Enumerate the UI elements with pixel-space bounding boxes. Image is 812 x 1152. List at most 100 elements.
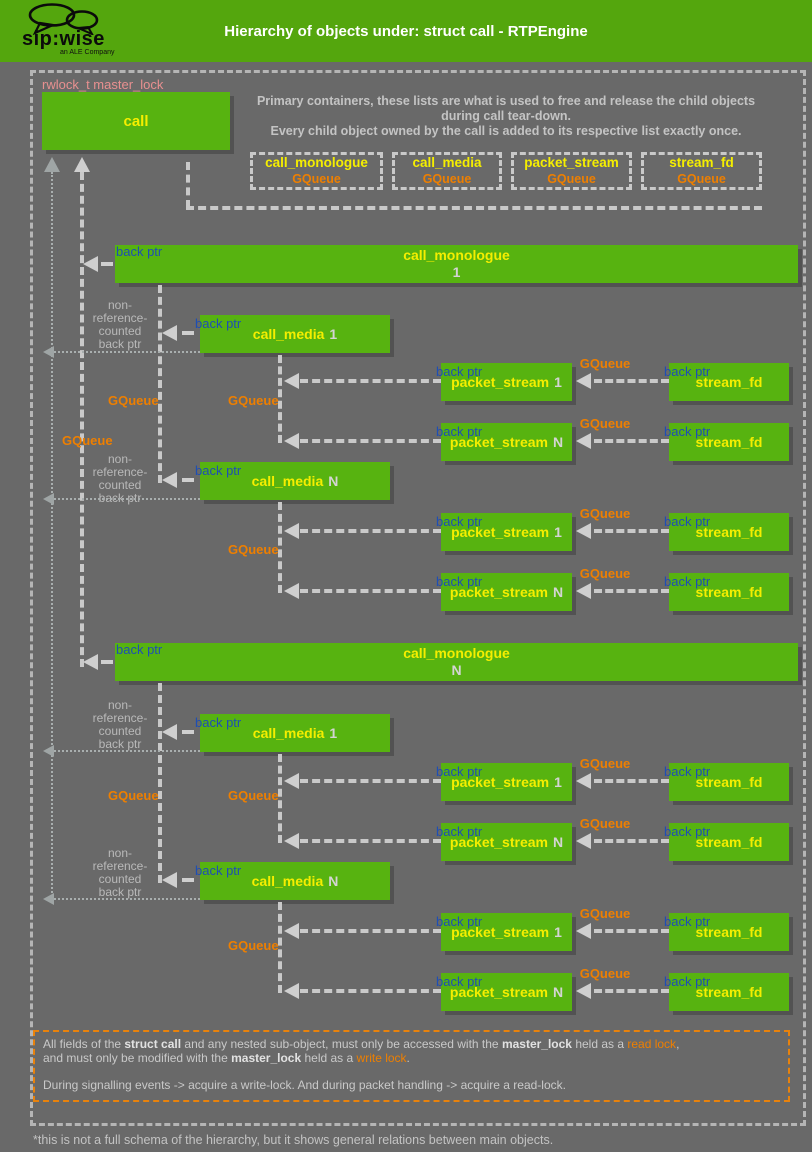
logo-brand: sip:wise [22,28,105,50]
gqueue-arrowhead [576,983,591,999]
read-lock-label: read lock [627,1037,677,1051]
back-ptr-line [300,839,441,843]
packet-stream-box: packet_stream N [441,423,572,461]
box-index: 1 [554,373,562,390]
box-title: stream_fd [695,773,763,790]
non-ref-up-arrowhead [44,157,60,172]
stream-fd-box: stream_fd [669,763,789,801]
gqueue-label: GQueue [62,433,113,448]
box-title: stream_fd [695,983,763,1000]
gqueue-label: GQueue [228,393,279,408]
non-ref-back-ptr-line [54,898,200,900]
non-ref-back-ptr-line [54,750,200,752]
call-monologue-n-box: call_monologue N [115,643,798,681]
stream-fd-box: stream_fd [669,913,789,951]
non-ref-back-ptr-label: non- reference- counted back ptr [92,452,148,505]
back-ptr-arrowhead [284,983,299,999]
box-title: call_monologue [403,645,510,661]
back-ptr-arrowhead [284,523,299,539]
call-media-box: call_media 1 [200,315,390,353]
logo-tagline: an ALE Company [60,49,115,56]
call-media-box: call_media N [200,462,390,500]
back-ptr-arrowhead [284,433,299,449]
box-index: N [451,662,462,678]
box-index: 1 [452,264,461,280]
gqueue-line [594,989,669,993]
box-title: call_media [251,472,324,489]
back-ptr-label: back ptr [664,424,711,439]
back-ptr-line [300,779,441,783]
call-media-box: call_media N [200,862,390,900]
container-type: GQueue [292,172,341,186]
back-ptr-label: back ptr [195,715,242,730]
monologues-gqueue-line [80,172,84,667]
sipwise-logo: sip:wise an ALE Company [10,2,130,60]
containers-connector-line [186,206,762,210]
box-title: stream_fd [695,833,763,850]
back-ptr-arrowhead [284,373,299,389]
box-title: call_media [252,724,325,741]
speech-bubbles-icon [28,3,99,35]
box-index: 1 [554,923,562,940]
gqueue-line [594,589,669,593]
non-ref-arrowhead [43,893,54,905]
box-index: N [328,872,339,889]
stream-fd-box: stream_fd [669,973,789,1011]
master-lock-label: rwlock_t master_lock [42,77,164,92]
gqueue-label: GQueue [579,416,631,431]
gqueue-line [594,529,669,533]
gqueue-label: GQueue [579,356,631,371]
box-index: 1 [554,523,562,540]
box-index: N [552,983,564,1000]
box-title: stream_fd [695,523,763,540]
streams-gqueue-line [278,502,282,593]
back-ptr-line [300,439,441,443]
box-title: packet_stream [451,923,550,940]
medias-gqueue-line [158,683,162,883]
streams-gqueue-line [278,902,282,993]
box-title: stream_fd [695,373,763,390]
container-box-call-monologue: call_monologue GQueue [250,152,383,190]
containers-connector-line [186,162,190,208]
back-ptr-dash [182,730,194,734]
header-bar: sip:wise an ALE Company Hierarchy of obj… [0,0,812,62]
back-ptr-label: back ptr [436,364,483,379]
note-line-2: and must only be modified with the maste… [43,1051,410,1065]
non-ref-back-ptr-label: non- reference- counted back ptr [92,298,148,351]
back-ptr-label: back ptr [436,514,483,529]
gqueue-label: GQueue [108,393,159,408]
box-title: call_media [252,325,325,342]
back-ptr-label: back ptr [664,914,711,929]
box-index: N [328,472,339,489]
gqueue-arrowhead [576,773,591,789]
gqueue-line [594,839,669,843]
box-title: stream_fd [695,433,763,450]
back-ptr-label: back ptr [664,974,711,989]
packet-stream-box: packet_stream 1 [441,363,572,401]
back-ptr-label: back ptr [664,824,711,839]
stream-fd-box: stream_fd [669,363,789,401]
back-ptr-arrowhead [162,472,177,488]
packet-stream-box: packet_stream 1 [441,513,572,551]
back-ptr-line [300,989,441,993]
container-name: packet_stream [524,155,619,170]
back-ptr-label: back ptr [195,463,242,478]
back-ptr-label: back ptr [664,764,711,779]
write-lock-label: write lock [356,1051,407,1065]
stream-fd-box: stream_fd [669,573,789,611]
back-ptr-label: back ptr [195,316,242,331]
back-ptr-label: back ptr [195,863,242,878]
intro-line-2: during call tear-down. [441,109,571,123]
gqueue-label: GQueue [228,788,279,803]
page-title: Hierarchy of objects under: struct call … [224,23,588,40]
box-title: packet_stream [451,373,550,390]
gqueue-label: GQueue [579,906,631,921]
non-ref-arrowhead [43,346,54,358]
streams-gqueue-line [278,754,282,843]
container-name: stream_fd [669,155,734,170]
back-ptr-dash [101,262,113,266]
back-ptr-line [300,529,441,533]
box-title: packet_stream [449,433,548,450]
gqueue-line [594,779,669,783]
